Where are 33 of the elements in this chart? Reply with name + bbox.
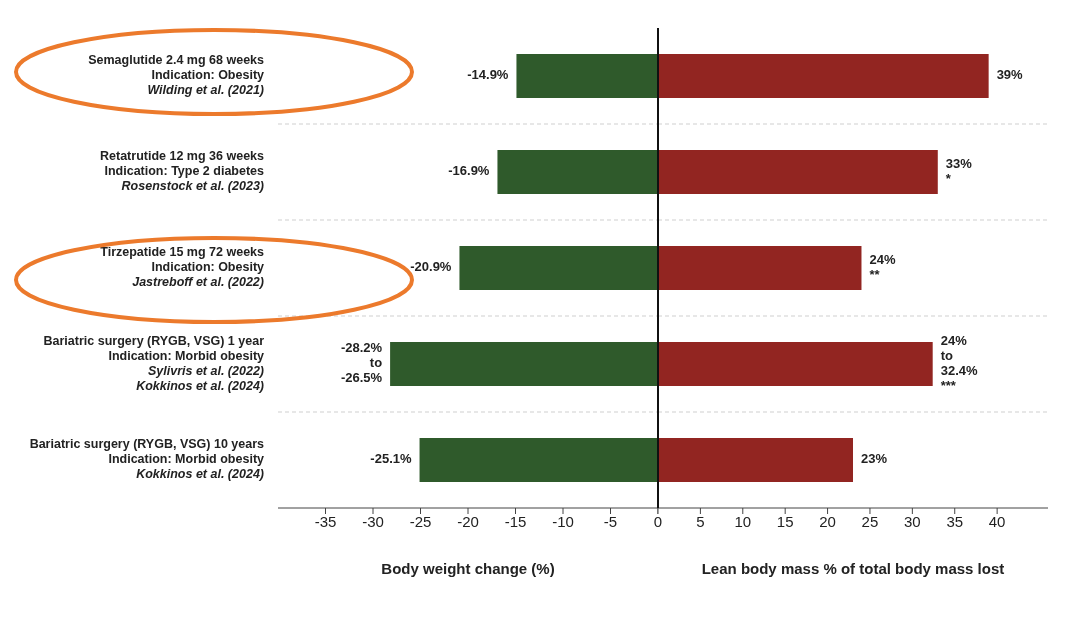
data-label: 23% [861, 451, 888, 467]
data-label: 39% [996, 67, 1024, 83]
data-label: 24% to 32.4% *** [940, 332, 978, 393]
x-tick-label: 30 [904, 512, 921, 530]
y-tick-label: Bariatric surgery (RYGB, VSG) 10 years Indication: Morbid obesity Kokkinos et al. (2024) [29, 437, 265, 482]
data-label: -14.9% [467, 67, 509, 83]
x-tick-label: -30 [362, 512, 384, 530]
y-tick-label: Retatrutide 12 mg 36 weeks Indication: Type 2 diabetes Rosenstock et al. (2023) [100, 149, 265, 194]
y-tick-label: Tirzepatide 15 mg 72 weeks Indication: Obesity Jastreboff et al. (2022) [100, 245, 265, 290]
data-label: 33% * [945, 155, 973, 186]
x-tick-label: -15 [504, 512, 527, 530]
data-label: -16.9% [448, 163, 490, 179]
x-tick-label: 40 [988, 512, 1006, 530]
x-axis-title: Body weight change (%) [381, 560, 555, 577]
data-label: 24% ** [869, 251, 896, 282]
data-label: -20.9% [410, 259, 452, 275]
x-tick-label: -5 [603, 512, 618, 530]
x-tick-label: 0 [653, 512, 663, 530]
x-tick-label: 35 [946, 512, 964, 530]
x-axis-title: Lean body mass % of total body mass lost [701, 560, 1005, 577]
x-tick-label: 25 [861, 512, 879, 530]
x-tick-label: -35 [314, 512, 337, 530]
data-label: -28.2% to -26.5% [340, 340, 383, 386]
x-tick-label: 20 [819, 512, 836, 530]
x-tick-label: -25 [409, 512, 432, 530]
x-tick-label: 10 [734, 512, 752, 530]
x-tick-label: 15 [776, 512, 794, 530]
x-tick-label: 5 [696, 512, 705, 530]
x-tick-label: -20 [457, 512, 479, 530]
y-tick-label: Bariatric surgery (RYGB, VSG) 1 year Indication: Morbid obesity Sylivris et al. (2022) Kokkinos et al. (2024) [43, 333, 265, 393]
data-label: -25.1% [370, 451, 412, 467]
x-tick-label: -10 [552, 512, 574, 530]
y-tick-label: Semaglutide 2.4 mg 68 weeks Indication: Obesity Wilding et al. (2021) [88, 53, 265, 98]
